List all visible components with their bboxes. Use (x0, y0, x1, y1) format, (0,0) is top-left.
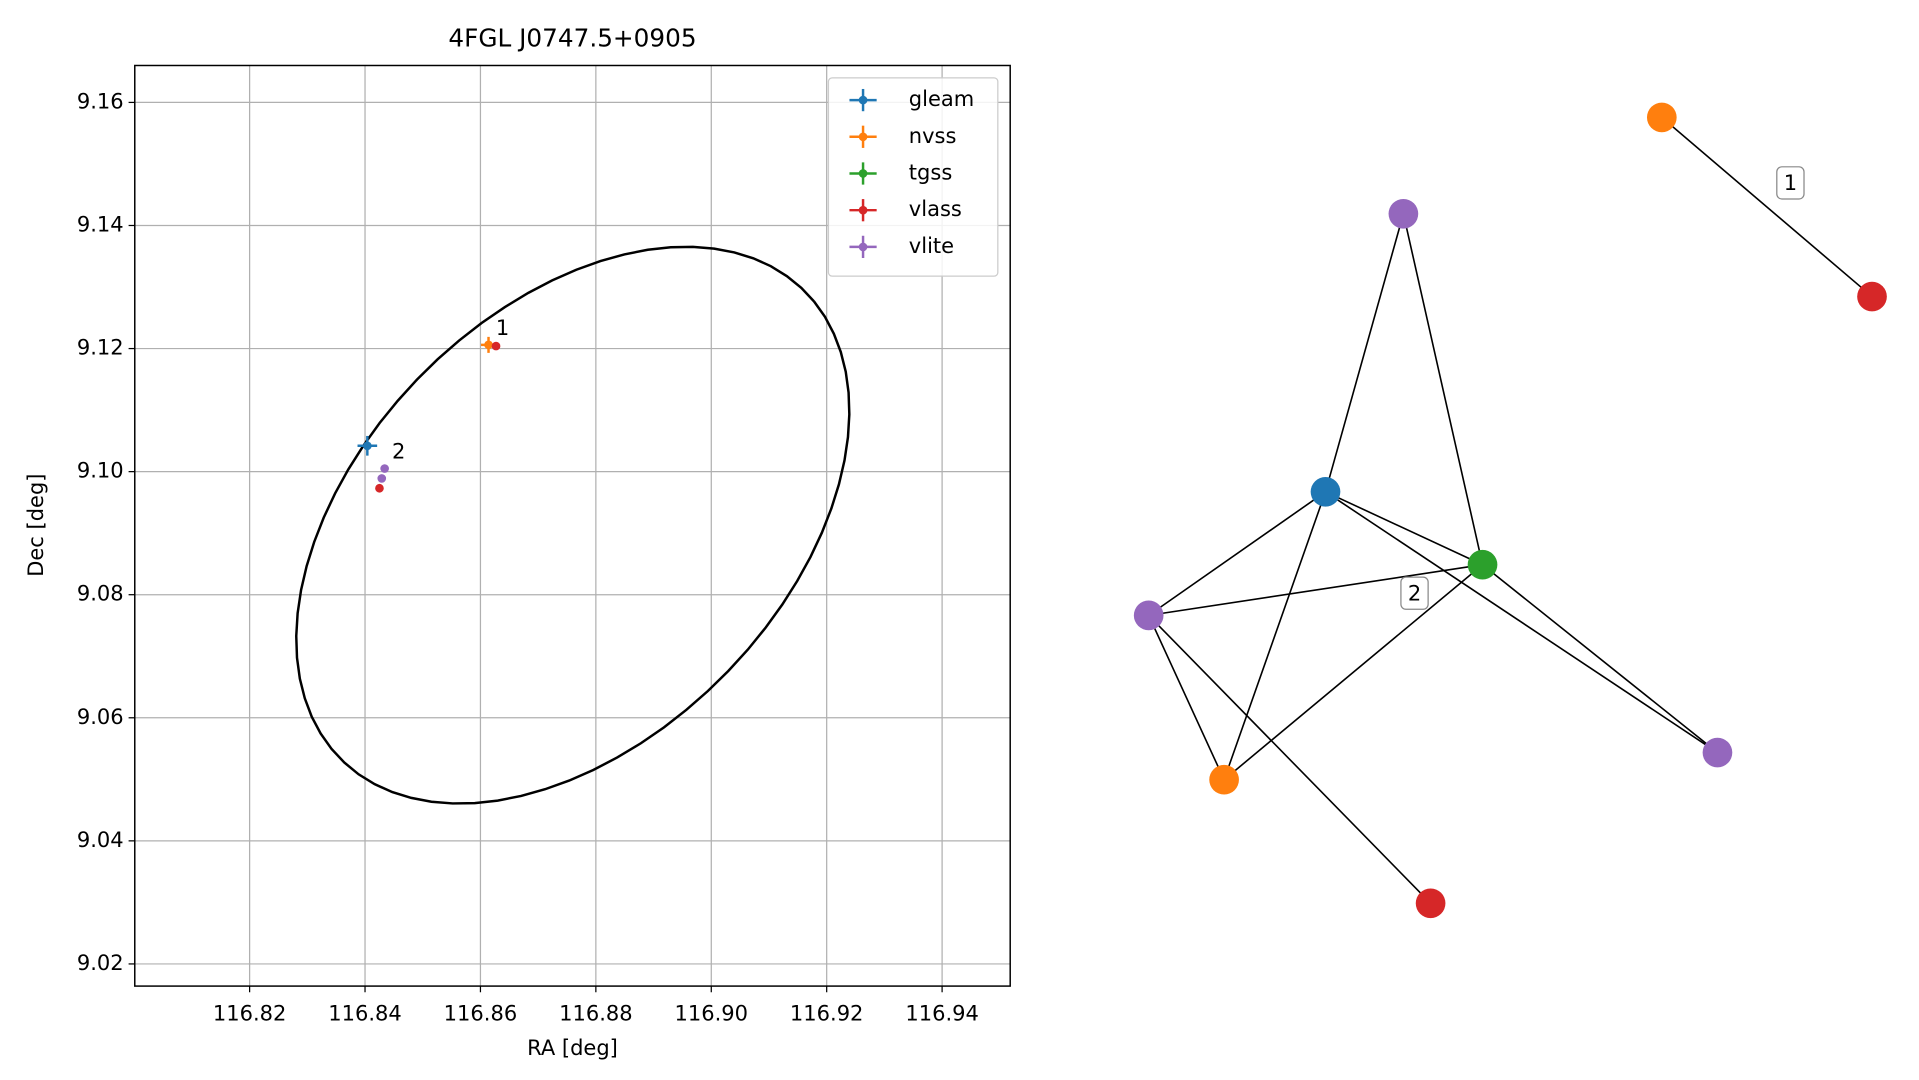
graph-node (1702, 737, 1733, 768)
annotation: 2 (392, 439, 405, 464)
edge-label-box (1400, 576, 1429, 610)
graph-node (1133, 600, 1164, 631)
graph-edge (1661, 116, 1873, 298)
edge-label: 1 (1784, 170, 1797, 195)
legend-marker (858, 242, 868, 252)
annotation: 1 (496, 315, 509, 340)
legend-marker (858, 205, 868, 215)
point (491, 341, 501, 351)
legend-label: tgss (909, 159, 952, 184)
x-tick-label: 116.88 (559, 1001, 633, 1026)
legend-label: gleam (909, 86, 974, 111)
graph-edge (1147, 615, 1225, 781)
graph-edge (1325, 491, 1483, 566)
y-tick-label: 9.04 (77, 827, 124, 852)
point (377, 474, 387, 483)
graph-edge (1402, 213, 1484, 565)
x-tick-label: 116.82 (213, 1001, 287, 1026)
y-axis-label: Dec [deg] (23, 474, 48, 577)
graph-edge (1148, 563, 1483, 617)
y-tick-label: 9.16 (77, 88, 124, 113)
y-tick-label: 9.14 (77, 211, 124, 236)
plot-frame (134, 64, 1011, 987)
y-tick-label: 9.08 (77, 581, 124, 606)
graph-node (1388, 198, 1419, 229)
graph-node (1646, 102, 1677, 133)
graph-edge (1223, 564, 1484, 781)
y-tick-label: 9.12 (77, 335, 124, 360)
error-ellipse (295, 245, 851, 805)
y-tick-label: 9.10 (77, 458, 124, 483)
graph-edge (1148, 491, 1326, 617)
graph-edge (1482, 564, 1718, 754)
y-tick-label: 9.02 (77, 950, 124, 975)
graph-node (1467, 549, 1498, 580)
point (484, 340, 493, 350)
graph-edge (1324, 213, 1405, 493)
graph-node (1415, 888, 1446, 919)
legend-label: nvss (909, 123, 957, 148)
edge-label-box (1776, 166, 1805, 200)
graph-node (1209, 764, 1239, 795)
x-tick-label: 116.84 (328, 1001, 402, 1026)
chart-title: 4FGL J0747.5+0905 (448, 24, 696, 53)
legend-marker (858, 95, 868, 105)
graph-node (1310, 476, 1341, 507)
legend-label: vlass (909, 196, 962, 221)
graph-edge (1223, 491, 1327, 780)
x-tick-label: 116.94 (905, 1001, 979, 1026)
point (380, 464, 389, 473)
x-tick-label: 116.90 (675, 1001, 749, 1026)
graph-edge (1325, 491, 1718, 754)
graph-node (1857, 281, 1887, 312)
x-axis-label: RA [deg] (527, 1035, 618, 1060)
legend-label: vlite (909, 233, 954, 258)
x-tick-label: 116.92 (790, 1001, 864, 1026)
legend-marker (858, 132, 868, 142)
graph-edge (1148, 614, 1432, 904)
legend-box (827, 77, 999, 277)
point (363, 441, 372, 451)
legend-marker (858, 169, 868, 178)
edge-label: 2 (1408, 580, 1421, 605)
y-tick-label: 9.06 (77, 704, 124, 729)
point (375, 483, 384, 493)
x-tick-label: 116.86 (444, 1001, 518, 1026)
